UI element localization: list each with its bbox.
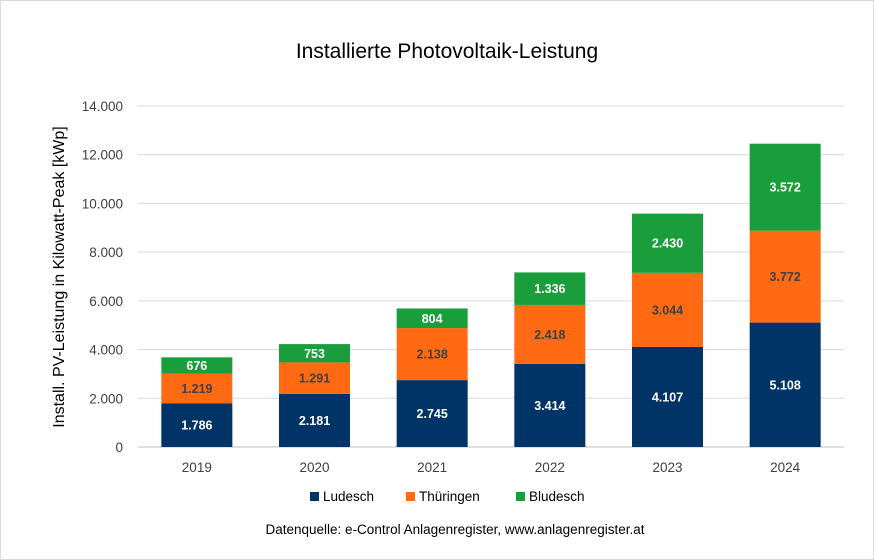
y-tick-label: 0 — [115, 440, 123, 455]
source-note: Datenquelle: e-Control Anlagenregister, … — [266, 522, 645, 537]
x-tick-label: 2019 — [182, 460, 212, 475]
x-tick-label: 2024 — [770, 460, 801, 475]
legend: Ludesch Thüringen Bludesch — [310, 489, 585, 504]
data-label: 3.772 — [770, 270, 801, 284]
y-axis-ticks: 0 2.000 4.000 6.000 8.000 10.000 12.000 14.000 — [82, 99, 123, 455]
legend-label: Thüringen — [419, 489, 480, 504]
y-axis-label: Install. PV-Leistung in Kilowatt-Peak [k… — [51, 126, 68, 427]
data-label: 1.786 — [181, 419, 212, 433]
bar-th-ringen-2020 — [279, 362, 350, 394]
x-axis-ticks: 2019 2020 2021 2022 2023 2024 — [182, 460, 801, 475]
data-label: 2.138 — [417, 348, 448, 362]
data-label: 804 — [422, 312, 443, 326]
y-tick-label: 4.000 — [89, 343, 123, 358]
data-label: 3.572 — [770, 181, 801, 195]
y-tick-label: 8.000 — [89, 245, 123, 260]
bar-ludesch-2022 — [514, 363, 586, 447]
data-label: 2.745 — [417, 407, 448, 421]
data-label: 1.219 — [181, 382, 212, 396]
legend-swatch — [406, 492, 415, 501]
bars: 1.786 1.219 676 2.181 1.291 753 2.745 2.138 804 3… — [161, 143, 821, 447]
legend-swatch — [516, 492, 525, 501]
bar-th-ringen-2019 — [161, 373, 233, 404]
data-label: 4.107 — [652, 390, 683, 404]
legend-label: Ludesch — [323, 489, 374, 504]
bar-bludesch-2022 — [514, 272, 586, 305]
bar-ludesch-2019 — [161, 403, 233, 447]
bar-bludesch-2021 — [396, 308, 468, 329]
y-tick-label: 2.000 — [89, 391, 123, 406]
bar-th-ringen-2021 — [396, 328, 468, 381]
bar-ludesch-2024 — [749, 322, 821, 447]
x-tick-label: 2021 — [417, 460, 447, 475]
data-label: 753 — [304, 347, 325, 361]
bar-th-ringen-2024 — [749, 230, 821, 323]
x-tick-label: 2020 — [299, 460, 329, 475]
bar-ludesch-2020 — [279, 393, 350, 447]
bar-bludesch-2023 — [632, 213, 703, 273]
bar-bludesch-2019 — [161, 357, 233, 374]
x-tick-label: 2022 — [535, 460, 565, 475]
data-label: 2.418 — [534, 328, 565, 342]
gridlines — [138, 105, 844, 448]
data-label: 2.181 — [299, 414, 330, 428]
bar-th-ringen-2023 — [632, 272, 703, 347]
data-label: 2.430 — [652, 237, 683, 251]
y-tick-label: 12.000 — [82, 148, 123, 163]
legend-label: Bludesch — [529, 489, 585, 504]
data-label: 3.414 — [534, 399, 565, 413]
data-label: 3.044 — [652, 303, 683, 317]
bar-ludesch-2021 — [396, 380, 468, 447]
y-tick-label: 14.000 — [82, 99, 123, 114]
y-tick-label: 6.000 — [89, 294, 123, 309]
x-tick-label: 2023 — [652, 460, 682, 475]
data-label: 1.336 — [534, 282, 565, 296]
data-label: 676 — [186, 359, 207, 373]
data-label: 1.291 — [299, 372, 330, 386]
data-label: 5.108 — [770, 378, 801, 392]
bar-bludesch-2024 — [749, 143, 821, 231]
bar-bludesch-2020 — [279, 344, 350, 363]
y-tick-label: 10.000 — [82, 196, 123, 211]
chart-title: Installierte Photovoltaik-Leistung — [296, 40, 598, 63]
bar-ludesch-2023 — [632, 346, 703, 447]
legend-swatch — [310, 492, 319, 501]
bar-th-ringen-2022 — [514, 304, 586, 364]
